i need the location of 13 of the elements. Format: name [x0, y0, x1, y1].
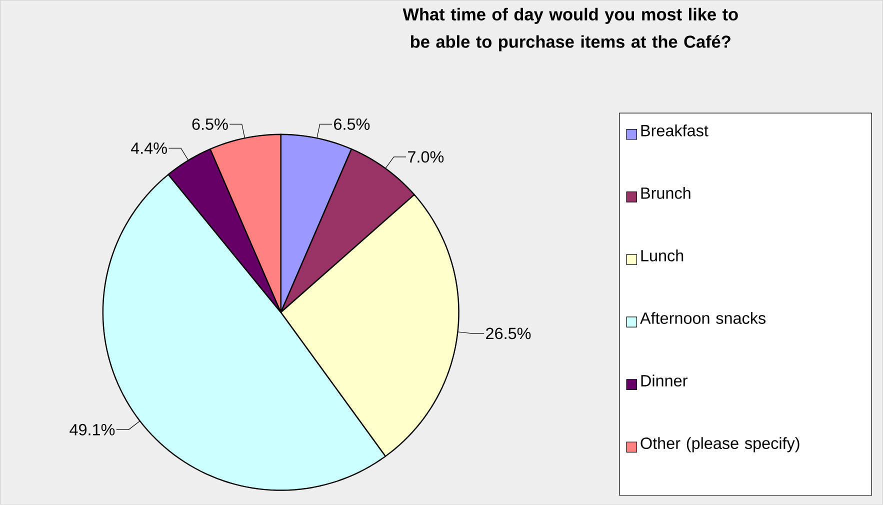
data-label: 6.5%	[192, 118, 228, 130]
legend-label: Breakfast	[641, 124, 708, 136]
legend-label: Lunch	[641, 250, 684, 262]
legend-label: Other (please specify)	[640, 437, 800, 452]
data-label: 7.0%	[408, 151, 444, 163]
legend-label: Afternoon snacks	[640, 312, 766, 324]
chart-title: What time of day would you most like to be able to purchase items at the Café?	[402, 8, 738, 52]
data-label: 49.1%	[70, 424, 115, 436]
data-label: 4.4%	[130, 142, 167, 154]
data-label: 6.5%	[334, 118, 370, 130]
legend-label: Dinner	[641, 374, 688, 387]
legend-label: Brunch	[641, 187, 690, 200]
data-label: 26.5%	[486, 328, 531, 340]
